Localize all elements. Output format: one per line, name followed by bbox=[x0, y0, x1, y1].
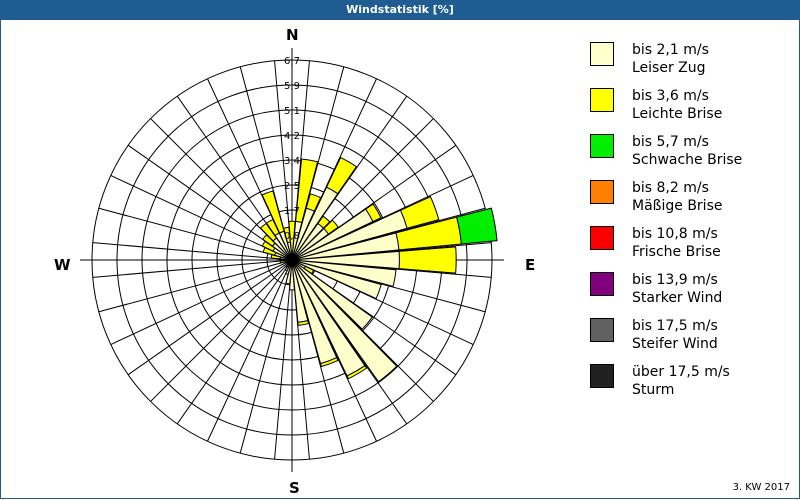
wind-sector bbox=[291, 259, 397, 287]
wind-sector bbox=[317, 215, 331, 229]
radial-tick-label: 0,8 bbox=[284, 231, 300, 242]
radial-tick-label: 1,7 bbox=[284, 206, 300, 217]
legend-name: Starker Wind bbox=[632, 290, 723, 306]
radial-tick-label: 3,4 bbox=[284, 156, 300, 167]
legend-swatch bbox=[590, 42, 614, 66]
wind-sector bbox=[288, 220, 296, 252]
legend-swatch bbox=[590, 318, 614, 342]
wind-sector bbox=[297, 320, 310, 326]
legend-range: bis 8,2 m/s bbox=[632, 180, 709, 196]
radial-tick-label: 2,5 bbox=[284, 181, 300, 192]
radial-tick-label: 6,7 bbox=[284, 56, 300, 67]
wind-sector bbox=[265, 218, 280, 237]
chart-title: Windstatistik [%] bbox=[0, 0, 800, 20]
legend-swatch bbox=[590, 134, 614, 158]
legend-range: bis 17,5 m/s bbox=[632, 318, 718, 334]
legend-name: Leichte Brise bbox=[632, 106, 723, 122]
legend-range: bis 3,6 m/s bbox=[632, 88, 709, 104]
wind-sector bbox=[346, 364, 368, 380]
radial-tick-label: 5,1 bbox=[284, 106, 300, 117]
period-label: 3. KW 2017 bbox=[732, 482, 790, 493]
wind-sector bbox=[261, 190, 285, 234]
wind-sector bbox=[279, 260, 287, 264]
wind-sector bbox=[319, 357, 339, 368]
legend-swatch bbox=[590, 272, 614, 296]
legend-name: Frische Brise bbox=[632, 244, 721, 260]
compass-north-label: N bbox=[286, 26, 299, 44]
legend-swatch bbox=[590, 88, 614, 112]
legend-swatch bbox=[590, 180, 614, 204]
legend-range: bis 13,9 m/s bbox=[632, 272, 718, 288]
wind-sector bbox=[291, 259, 398, 383]
wind-sector bbox=[456, 207, 498, 245]
radial-tick-label: 4,2 bbox=[284, 131, 300, 142]
radial-tick-label: 5,9 bbox=[284, 81, 300, 92]
legend-swatch bbox=[590, 226, 614, 250]
wind-rose-plot: 0,8 1,7 2,5 3,4 4,2 5,1 5,9 6,7 bbox=[80, 48, 504, 472]
wind-sector bbox=[259, 222, 278, 242]
wind-sector bbox=[305, 193, 322, 212]
legend-range: bis 10,8 m/s bbox=[632, 226, 718, 242]
wind-sector bbox=[289, 259, 295, 291]
wind-sector bbox=[398, 246, 457, 274]
legend-swatch bbox=[590, 364, 614, 388]
legend-range: bis 2,1 m/s bbox=[632, 42, 709, 58]
legend-name: Mäßige Brise bbox=[632, 198, 723, 214]
legend-name: Sturm bbox=[632, 382, 675, 398]
wind-sector bbox=[325, 156, 358, 195]
wind-sector bbox=[283, 226, 291, 244]
legend-range: bis 5,7 m/s bbox=[632, 134, 709, 150]
compass-west-label: W bbox=[54, 256, 71, 274]
wind-sector bbox=[323, 219, 339, 235]
wind-sector bbox=[399, 195, 440, 229]
wind-sector bbox=[365, 203, 382, 223]
legend-name: Leiser Zug bbox=[632, 60, 706, 76]
legend-name: Steifer Wind bbox=[632, 336, 718, 352]
wind-sector bbox=[291, 259, 373, 330]
legend-range: über 17,5 m/s bbox=[632, 364, 730, 380]
wind-sector bbox=[291, 259, 382, 300]
compass-east-label: E bbox=[525, 256, 536, 274]
compass-south-label: S bbox=[289, 479, 300, 497]
legend-name: Schwache Brise bbox=[632, 152, 743, 168]
wind-sector bbox=[295, 158, 319, 224]
